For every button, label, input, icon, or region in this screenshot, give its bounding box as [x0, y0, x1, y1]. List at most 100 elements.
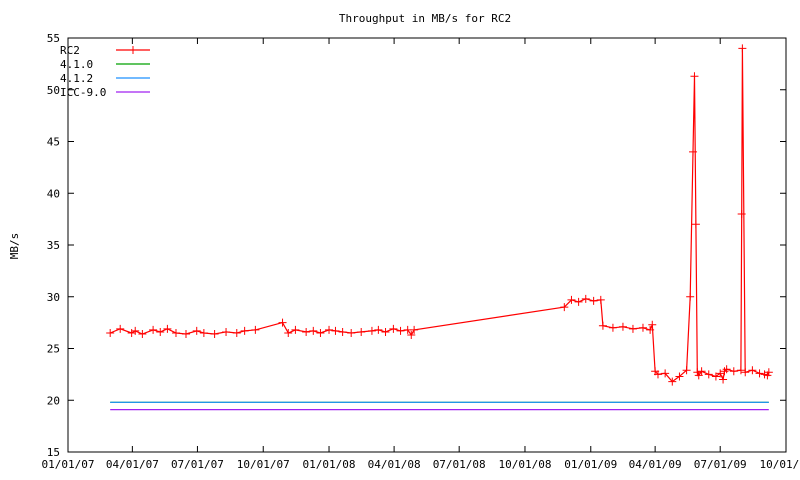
- data-point: [357, 327, 366, 336]
- data-point: [596, 295, 605, 304]
- x-tick-label: 10/01/09: [760, 458, 800, 471]
- legend-label: 4.1.2: [60, 72, 93, 85]
- y-axis-label: MB/s: [8, 233, 21, 260]
- x-tick-label: 04/01/07: [106, 458, 159, 471]
- data-point: [646, 325, 655, 334]
- data-point: [116, 324, 125, 333]
- plot-border: [67, 37, 787, 453]
- data-point: [309, 326, 318, 335]
- x-tick-label: 01/01/09: [564, 458, 617, 471]
- y-tick-label: 25: [47, 343, 60, 356]
- x-tick-label: 04/01/09: [629, 458, 682, 471]
- data-point: [347, 328, 356, 337]
- series-line-rc2: [109, 48, 770, 383]
- data-point: [711, 372, 720, 381]
- data-point: [628, 324, 637, 333]
- data-point: [689, 147, 698, 156]
- x-tick-label: 10/01/08: [498, 458, 551, 471]
- x-tick-label: 07/01/07: [171, 458, 224, 471]
- data-point: [240, 326, 249, 335]
- data-point: [737, 209, 746, 218]
- data-point: [729, 367, 738, 376]
- data-point: [764, 368, 773, 377]
- series-lines: [106, 44, 773, 411]
- data-point: [171, 328, 180, 337]
- data-point: [232, 328, 241, 337]
- data-point: [389, 324, 398, 333]
- data-point: [686, 292, 695, 301]
- chart-title: Throughput in MB/s for RC2: [339, 12, 511, 25]
- data-point: [331, 326, 340, 335]
- x-tick-label: 10/01/07: [237, 458, 290, 471]
- y-tick-label: 30: [47, 291, 60, 304]
- data-point: [163, 324, 172, 333]
- data-point: [325, 325, 334, 334]
- data-point: [192, 326, 201, 335]
- data-point: [690, 72, 699, 81]
- y-tick-label: 15: [47, 446, 60, 459]
- data-point: [284, 328, 293, 337]
- data-point: [748, 366, 757, 375]
- data-point: [682, 366, 691, 375]
- data-point: [722, 365, 731, 374]
- data-point: [251, 325, 260, 334]
- y-axis: 15 20 25 30 35 40 45 50 55: [47, 32, 786, 459]
- x-axis: 01/01/07 04/01/07 07/01/07 10/01/07 01/01/08…: [42, 38, 800, 471]
- data-point: [719, 375, 728, 384]
- plot-area: [67, 37, 787, 453]
- y-tick-label: 55: [47, 32, 60, 45]
- data-point: [106, 328, 115, 337]
- y-tick-label: 50: [47, 84, 60, 97]
- data-point: [598, 321, 607, 330]
- y-tick-label: 40: [47, 187, 60, 200]
- data-point: [138, 330, 147, 339]
- x-tick-label: 04/01/08: [368, 458, 421, 471]
- data-point: [736, 366, 745, 375]
- data-point: [127, 328, 136, 337]
- data-point: [156, 327, 165, 336]
- data-point: [410, 325, 419, 334]
- x-tick-label: 01/01/08: [303, 458, 356, 471]
- data-point: [675, 372, 684, 381]
- data-point: [199, 328, 208, 337]
- x-tick-label: 01/01/07: [42, 458, 95, 471]
- data-point: [720, 367, 729, 376]
- data-point: [741, 368, 750, 377]
- data-point: [653, 370, 662, 379]
- data-point: [396, 326, 405, 335]
- data-point: [574, 297, 583, 306]
- data-point: [668, 377, 677, 386]
- data-point: [367, 326, 376, 335]
- y-tick-label: 20: [47, 394, 60, 407]
- legend-label: RC2: [60, 44, 80, 57]
- data-point: [638, 323, 647, 332]
- y-tick-label: 45: [47, 136, 60, 149]
- legend-label: 4.1.0: [60, 58, 93, 71]
- data-point: [581, 294, 590, 303]
- data-point: [704, 370, 713, 379]
- legend-label: ICC-9.0: [60, 86, 106, 99]
- data-point: [618, 322, 627, 331]
- data-point: [697, 367, 706, 376]
- data-point: [222, 327, 231, 336]
- data-point: [338, 327, 347, 336]
- data-point: [407, 331, 416, 340]
- data-point: [149, 325, 158, 334]
- data-point: [181, 330, 190, 339]
- x-tick-label: 07/01/08: [433, 458, 486, 471]
- data-point: [210, 330, 219, 339]
- data-point: [374, 325, 383, 334]
- data-point: [560, 303, 569, 312]
- data-point: [608, 323, 617, 332]
- data-point: [302, 327, 311, 336]
- data-point: [648, 320, 657, 329]
- y-tick-label: 35: [47, 239, 60, 252]
- data-point: [589, 296, 598, 305]
- data-point: [661, 369, 670, 378]
- data-point: [291, 325, 300, 334]
- data-point: [691, 220, 700, 229]
- data-point: [131, 326, 140, 335]
- x-tick-label: 07/01/09: [694, 458, 747, 471]
